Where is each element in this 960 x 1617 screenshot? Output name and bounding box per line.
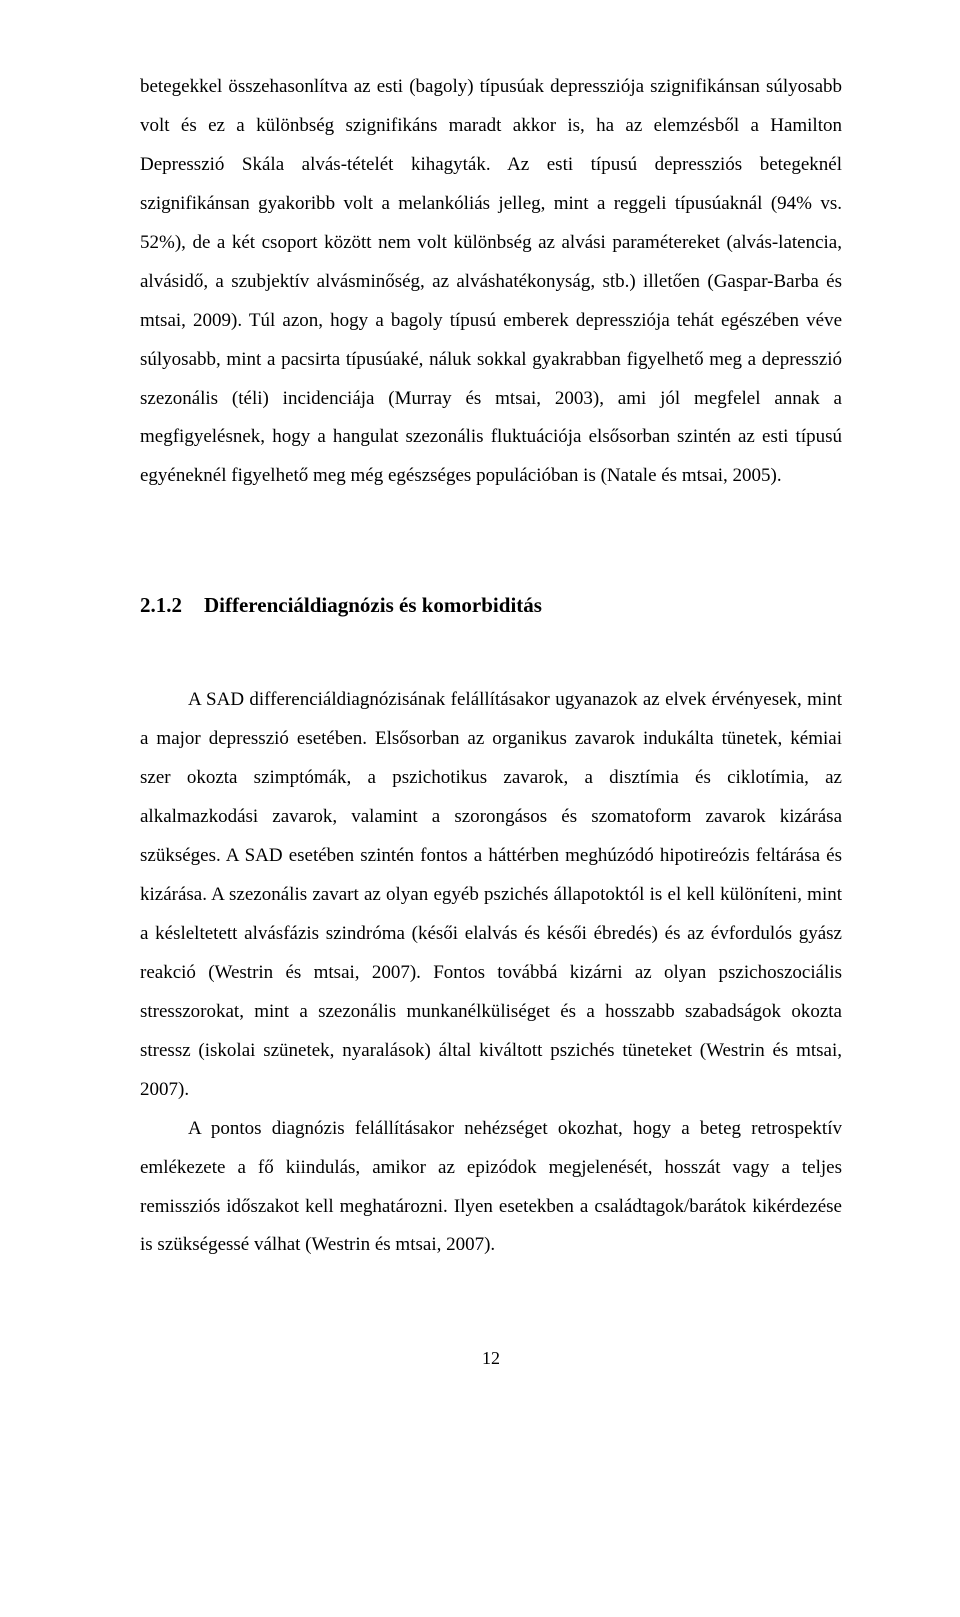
page-number: 12 (140, 1349, 842, 1367)
body-paragraph-2: A SAD differenciáldiagnózisának felállít… (140, 681, 842, 1109)
section-title: Differenciáldiagnózis és komorbiditás (204, 593, 542, 617)
body-paragraph-1: betegekkel összehasonlítva az esti (bago… (140, 68, 842, 496)
page-container: betegekkel összehasonlítva az esti (bago… (0, 0, 960, 1427)
body-paragraph-3: A pontos diagnózis felállításakor nehézs… (140, 1110, 842, 1266)
section-number: 2.1.2 (140, 584, 182, 627)
section-heading: 2.1.2 Differenciáldiagnózis és komorbidit… (140, 584, 842, 627)
